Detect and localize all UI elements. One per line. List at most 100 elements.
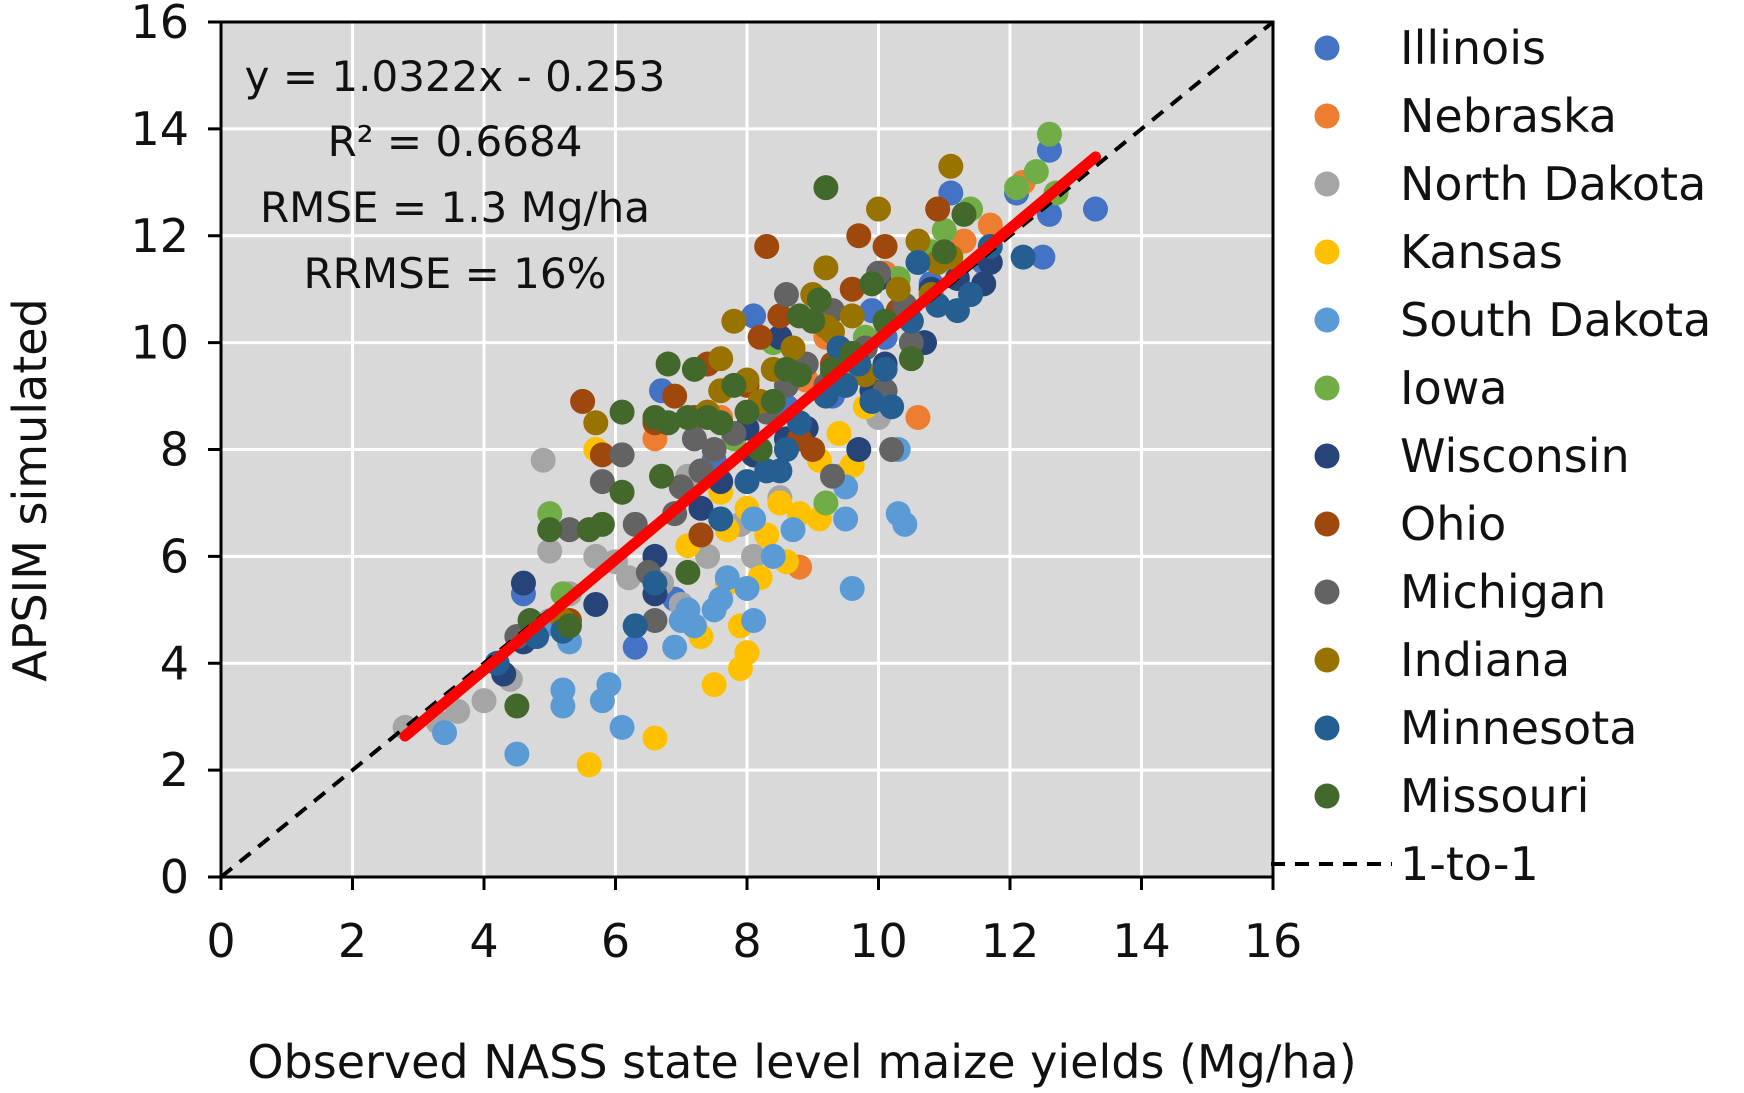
legend-marker-wisconsin	[1314, 443, 1340, 469]
point-missouri-12	[655, 351, 681, 377]
point-south-dakota-15	[741, 506, 767, 532]
point-wisconsin-13	[846, 437, 872, 462]
legend-label-south-dakota: South Dakota	[1400, 293, 1711, 347]
point-iowa-11	[813, 490, 839, 516]
point-kansas-1	[642, 725, 668, 751]
point-minnesota-13	[859, 388, 885, 414]
point-north-dakota-11	[616, 565, 642, 591]
legend-label-illinois: Illinois	[1400, 21, 1546, 75]
point-south-dakota-3	[550, 677, 576, 703]
regression-line	[399, 151, 1101, 742]
point-ohio-19	[747, 324, 773, 350]
y-tick-label-7: 14	[130, 102, 189, 156]
point-south-dakota-16	[760, 543, 786, 569]
point-indiana-11	[813, 255, 839, 281]
y-axis-title: APSIM simulated	[3, 298, 57, 682]
point-missouri-11	[655, 410, 681, 436]
legend-marker-south-dakota	[1314, 307, 1340, 333]
point-missouri-2	[556, 613, 582, 639]
legend-marker-iowa	[1314, 375, 1340, 401]
point-south-dakota-13	[741, 608, 767, 633]
point-missouri-27	[859, 271, 885, 297]
point-missouri-5	[589, 511, 615, 537]
point-south-dakota-18	[839, 575, 865, 601]
point-missouri-21	[787, 362, 813, 388]
point-kansas-0	[576, 752, 602, 778]
legend-label-missouri: Missouri	[1400, 769, 1589, 823]
x-axis-title: Observed NASS state level maize yields (…	[247, 1035, 1356, 1089]
legend-label-nebraska: Nebraska	[1400, 89, 1617, 143]
point-kansas-2	[701, 672, 727, 698]
annotation-equation: y = 1.0322x - 0.253	[245, 52, 666, 101]
x-tick-label-2: 4	[469, 914, 498, 968]
point-missouri-31	[951, 201, 977, 227]
point-north-dakota-9	[583, 543, 609, 569]
x-tick-label-7: 14	[1112, 914, 1171, 968]
point-iowa-3	[1004, 175, 1030, 201]
point-michigan-11	[681, 426, 707, 452]
point-ohio-0	[570, 388, 596, 414]
point-south-dakota-12	[708, 586, 734, 612]
legend-marker-kansas	[1314, 239, 1340, 265]
point-ohio-11	[800, 437, 826, 462]
point-indiana-18	[938, 153, 964, 179]
point-kansas-14	[767, 490, 793, 516]
point-south-dakota-5	[596, 672, 622, 698]
legend-label-kansas: Kansas	[1400, 225, 1563, 279]
x-tick-label-1: 2	[338, 914, 367, 968]
point-missouri-9	[649, 463, 675, 489]
point-minnesota-23	[767, 458, 793, 484]
point-indiana-14	[866, 196, 891, 222]
point-minnesota-14	[872, 356, 898, 382]
point-michigan-2	[589, 469, 615, 495]
point-michigan-10	[701, 437, 727, 462]
point-michigan-26	[819, 463, 845, 489]
point-missouri-30	[931, 239, 957, 265]
legend-marker-nebraska	[1314, 103, 1340, 129]
point-indiana-1	[583, 410, 609, 436]
point-north-dakota-3	[471, 688, 497, 714]
point-iowa-0	[1036, 121, 1062, 147]
point-ohio-4	[662, 383, 688, 409]
point-missouri-32	[787, 303, 813, 329]
axis-ticks: 0 2 4 6 8 10 12 14 16 0 2 4 6 8 10 12 14 16	[130, 0, 1302, 968]
point-north-dakota-2	[445, 698, 471, 724]
point-missouri-3	[537, 517, 563, 543]
legend-marker-michigan	[1314, 579, 1340, 605]
point-missouri-7	[609, 399, 635, 425]
point-indiana-16	[905, 228, 931, 254]
point-michigan-3	[609, 442, 635, 468]
legend-marker-indiana	[1314, 647, 1340, 673]
point-north-dakota-7	[537, 538, 563, 564]
y-tick-label-4: 8	[160, 423, 189, 477]
point-south-dakota-21	[892, 511, 918, 537]
point-ohio-15	[872, 233, 898, 259]
legend-label-wisconsin: Wisconsin	[1400, 429, 1630, 483]
point-illinois-1	[1082, 196, 1108, 222]
point-kansas-4	[734, 640, 760, 666]
legend-label-one-to-one: 1-to-1	[1400, 837, 1539, 891]
legend-marker-ohio	[1314, 511, 1340, 537]
point-missouri-16	[708, 410, 734, 436]
point-nebraska-1	[977, 212, 1003, 238]
y-tick-label-0: 0	[160, 850, 189, 904]
annotation-rmse: RMSE = 1.3 Mg/ha	[260, 183, 650, 232]
point-illinois-3	[1030, 244, 1056, 270]
point-north-dakota-14	[695, 543, 721, 569]
legend: Illinois Nebraska North Dakota Kansas South …	[1271, 21, 1711, 891]
point-ohio-17	[925, 196, 951, 222]
point-minnesota-19	[958, 282, 984, 308]
point-south-dakota-27	[668, 608, 694, 633]
point-ohio-14	[846, 223, 872, 249]
reference-lines	[219, 20, 1275, 879]
point-nebraska-2	[905, 404, 931, 430]
legend-marker-missouri	[1314, 783, 1340, 809]
x-tick-label-8: 16	[1244, 914, 1303, 968]
point-minnesota-6	[734, 469, 760, 495]
legend-marker-minnesota	[1314, 715, 1340, 741]
annotation-rrmse: RRMSE = 16%	[303, 249, 606, 298]
point-indiana-9	[780, 335, 806, 361]
point-missouri-17	[721, 372, 747, 398]
legend-label-indiana: Indiana	[1400, 633, 1570, 687]
